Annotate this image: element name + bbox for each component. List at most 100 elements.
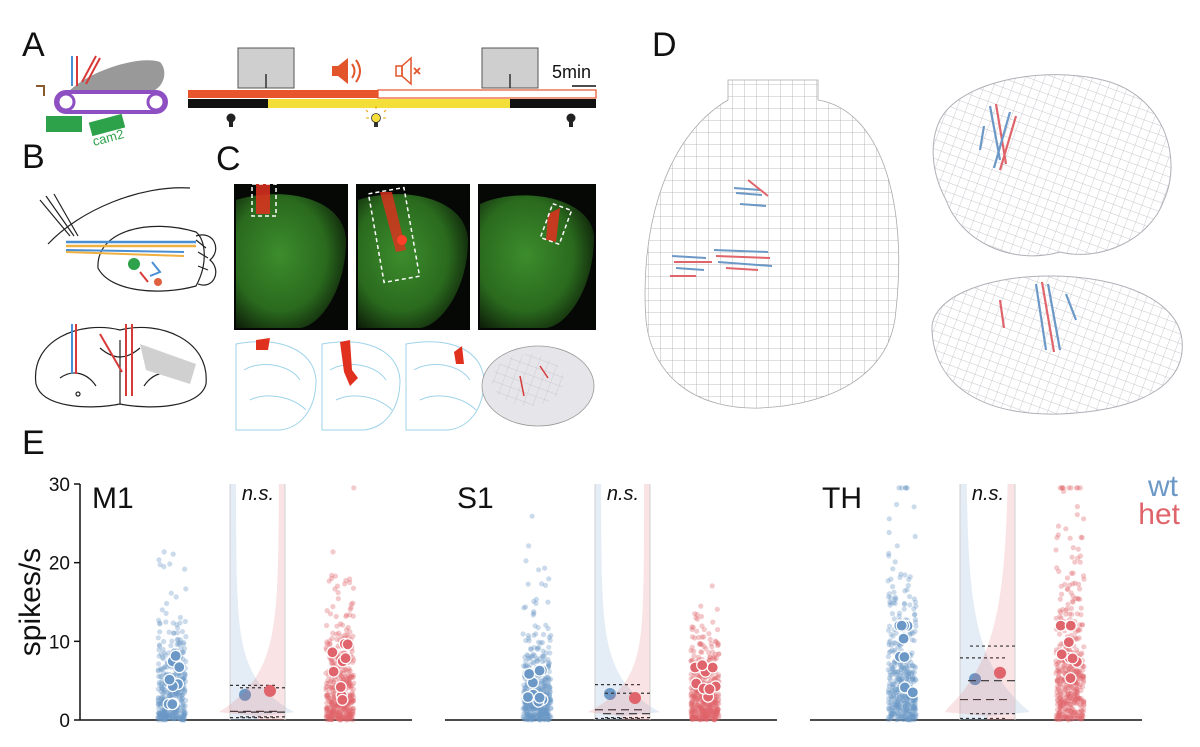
het-data-point xyxy=(703,709,709,716)
wt-data-point xyxy=(912,533,918,540)
het-data-point xyxy=(693,714,700,720)
wt-data-point xyxy=(536,710,542,717)
het-data-point xyxy=(691,648,697,654)
wt-data-point xyxy=(525,712,531,718)
het-data-point xyxy=(692,714,698,720)
het-data-point xyxy=(715,693,721,699)
wt-data-point xyxy=(157,620,163,626)
wt-data-point xyxy=(536,639,542,645)
het-data-point xyxy=(1072,691,1078,697)
wt-data-point xyxy=(899,692,905,698)
wt-data-point xyxy=(535,646,541,652)
wt-data-point xyxy=(542,582,549,589)
het-data-point xyxy=(343,713,349,719)
het-data-point xyxy=(329,699,335,706)
het-data-point xyxy=(1063,526,1069,532)
wt-data-point xyxy=(175,636,181,643)
wt-data-point xyxy=(897,694,903,700)
wt-data-point xyxy=(901,601,908,607)
het-data-point xyxy=(712,699,719,705)
wt-data-point xyxy=(887,713,893,720)
wt-data-point xyxy=(900,716,906,723)
wt-data-point xyxy=(897,662,903,668)
wt-data-point xyxy=(911,663,918,669)
wt-data-point xyxy=(524,708,530,714)
wt-data-point xyxy=(903,706,909,712)
wt-data-point xyxy=(535,625,541,631)
wt-data-point xyxy=(172,713,178,719)
wt-data-point xyxy=(895,702,901,709)
wt-data-point xyxy=(156,715,162,721)
het-data-point xyxy=(688,710,695,717)
wt-data-point xyxy=(165,715,171,721)
wt-data-point xyxy=(545,599,551,605)
het-data-point xyxy=(1072,709,1078,715)
het-data-point xyxy=(692,694,699,700)
het-data-point xyxy=(347,714,353,721)
het-data-point xyxy=(347,629,353,635)
het-data-point xyxy=(1059,485,1065,491)
wt-data-point xyxy=(529,714,535,720)
het-data-point xyxy=(330,707,336,713)
het-data-point xyxy=(347,705,353,711)
wt-data-point xyxy=(893,690,899,696)
wt-data-point xyxy=(527,716,533,722)
het-data-point xyxy=(707,654,713,660)
het-data-point xyxy=(714,700,721,706)
wt-data-point xyxy=(174,637,180,643)
het-data-point xyxy=(703,713,709,719)
wt-data-point xyxy=(177,620,183,626)
het-highlight-point xyxy=(326,646,339,659)
het-data-point xyxy=(1081,699,1087,705)
wt-data-point xyxy=(538,686,544,692)
het-data-point xyxy=(1068,708,1074,715)
het-data-point xyxy=(343,673,349,679)
wt-data-point xyxy=(544,716,550,722)
wt-data-point xyxy=(528,646,534,653)
het-data-point xyxy=(1068,712,1074,719)
wt-data-point xyxy=(536,715,543,721)
het-data-point xyxy=(1067,582,1073,588)
wt-data-point xyxy=(179,692,185,698)
het-data-point xyxy=(1065,715,1072,721)
het-data-point xyxy=(328,685,334,691)
wt-data-point xyxy=(890,566,896,572)
wt-data-point xyxy=(532,711,538,717)
het-data-point xyxy=(715,711,721,717)
wt-highlight-point xyxy=(533,664,546,677)
het-data-point xyxy=(689,624,695,630)
wt-data-point xyxy=(910,704,916,711)
wt-data-point xyxy=(176,715,182,721)
het-data-point xyxy=(710,619,716,625)
het-data-point xyxy=(1075,628,1081,634)
het-data-point xyxy=(344,711,350,717)
het-data-point xyxy=(1061,715,1067,721)
het-data-point xyxy=(696,634,702,641)
het-data-point xyxy=(712,711,718,717)
het-data-point xyxy=(1077,672,1083,679)
het-data-point xyxy=(1075,546,1081,552)
wt-data-point xyxy=(521,663,527,669)
het-data-point xyxy=(707,657,713,663)
het-data-point xyxy=(342,708,348,714)
wt-data-point xyxy=(900,705,906,711)
wt-data-point xyxy=(542,707,548,713)
het-data-point xyxy=(343,715,349,721)
het-data-point xyxy=(1070,707,1076,713)
het-data-point xyxy=(708,702,714,708)
wt-data-point xyxy=(904,672,910,679)
het-data-point xyxy=(1072,694,1078,700)
wt-data-point xyxy=(901,600,908,606)
wt-data-point xyxy=(162,710,168,716)
het-data-point xyxy=(337,713,343,719)
wt-data-point xyxy=(900,697,906,703)
het-data-point xyxy=(704,708,710,714)
het-data-point xyxy=(1054,679,1060,685)
het-data-point xyxy=(706,657,712,663)
het-data-point xyxy=(1079,712,1085,718)
het-data-point xyxy=(711,706,717,712)
het-data-point xyxy=(716,651,722,657)
het-data-point xyxy=(710,702,716,708)
het-data-point xyxy=(1079,712,1085,718)
het-data-point xyxy=(1058,691,1064,697)
